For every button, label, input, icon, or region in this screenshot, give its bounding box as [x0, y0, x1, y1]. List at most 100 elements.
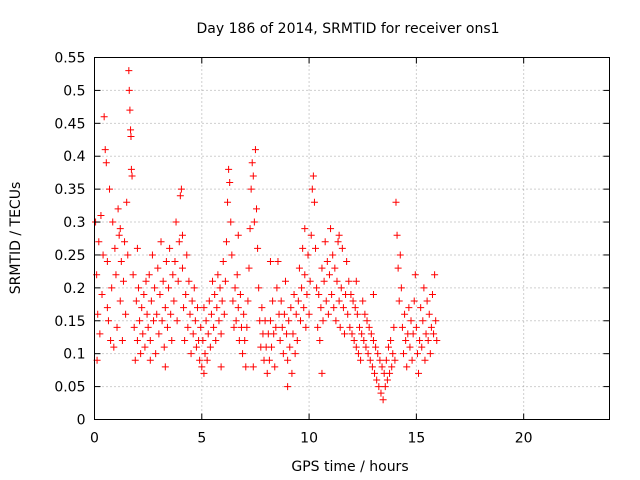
data-point [138, 304, 146, 312]
x-tick-labels: 0 5 10 15 20 [90, 431, 533, 447]
y-tick-label: 0.05 [54, 380, 85, 396]
data-point [285, 317, 293, 325]
data-point [253, 205, 261, 213]
data-point [169, 271, 177, 279]
data-point [209, 277, 217, 285]
data-point [416, 337, 424, 345]
data-point [306, 277, 314, 285]
data-point [280, 310, 288, 318]
data-point [266, 258, 274, 266]
data-point [114, 205, 122, 213]
data-point [369, 337, 377, 345]
data-point [266, 317, 274, 325]
y-tick-label: 0.25 [54, 248, 85, 264]
plot-frame [94, 57, 610, 420]
data-point [290, 290, 298, 298]
data-point [349, 297, 357, 305]
data-point [316, 337, 324, 345]
data-point [196, 356, 204, 364]
data-point [230, 323, 238, 331]
y-tick-label: 0 [77, 413, 86, 429]
data-point [400, 350, 407, 358]
data-point [272, 323, 280, 331]
data-point [388, 363, 396, 371]
data-point [241, 337, 249, 345]
y-tick-label: 0.2 [63, 281, 85, 297]
y-tick-label: 0.45 [54, 116, 85, 132]
data-point [304, 251, 312, 259]
data-point [204, 330, 212, 338]
data-point [216, 284, 224, 292]
data-point [115, 231, 123, 239]
data-point [401, 310, 409, 318]
data-point [227, 218, 235, 226]
data-point [188, 297, 196, 305]
data-point [271, 363, 279, 371]
data-point [319, 317, 327, 325]
data-point [150, 317, 158, 325]
chart-title: Day 186 of 2014, SRMTID for receiver ons… [196, 21, 499, 37]
data-point [345, 277, 353, 285]
data-point [245, 264, 253, 272]
data-point [251, 146, 259, 154]
data-point [194, 304, 201, 312]
data-point [119, 277, 127, 285]
y-axis-label: SRMTID / TECUs [8, 182, 24, 295]
data-point [161, 304, 169, 312]
data-point [219, 258, 227, 266]
data-point [300, 304, 308, 312]
data-point [375, 383, 383, 391]
data-point [418, 343, 426, 351]
data-point [228, 251, 236, 259]
data-point [197, 323, 205, 331]
data-point [157, 238, 165, 246]
data-point [279, 350, 287, 358]
data-point [381, 383, 389, 391]
data-point [98, 290, 106, 298]
data-point [383, 376, 391, 384]
data-point [318, 264, 326, 272]
data-point [430, 330, 438, 338]
data-point [423, 297, 431, 305]
data-point [244, 297, 252, 305]
data-point [97, 211, 105, 219]
data-point [210, 323, 218, 331]
data-point [362, 343, 370, 351]
data-point [299, 244, 307, 252]
data-point [369, 290, 377, 298]
data-point [137, 350, 145, 358]
data-point [323, 258, 331, 266]
data-point [368, 363, 376, 371]
data-point [330, 304, 338, 312]
data-point [288, 369, 296, 377]
data-point [364, 350, 372, 358]
data-point [211, 290, 219, 298]
data-point [265, 356, 273, 364]
data-point [293, 337, 301, 345]
data-point [359, 297, 367, 305]
data-point [207, 310, 215, 318]
data-point [132, 297, 140, 305]
data-point [384, 343, 392, 351]
data-point [278, 323, 286, 331]
data-point [396, 251, 404, 259]
data-point [411, 271, 419, 279]
x-axis-label: GPS time / hours [291, 459, 408, 475]
data-point [155, 330, 163, 338]
data-point [357, 356, 365, 364]
data-point [397, 284, 405, 292]
data-point [255, 284, 263, 292]
data-point [374, 350, 382, 358]
data-point [407, 317, 415, 325]
data-point [250, 218, 258, 226]
data-point [232, 317, 240, 325]
data-point [353, 310, 361, 318]
data-point [376, 356, 384, 364]
data-point [294, 297, 302, 305]
data-point [283, 330, 291, 338]
data-point [163, 323, 171, 331]
data-point [354, 350, 362, 358]
data-point [284, 356, 292, 364]
data-point [95, 238, 103, 246]
data-point [427, 323, 435, 331]
